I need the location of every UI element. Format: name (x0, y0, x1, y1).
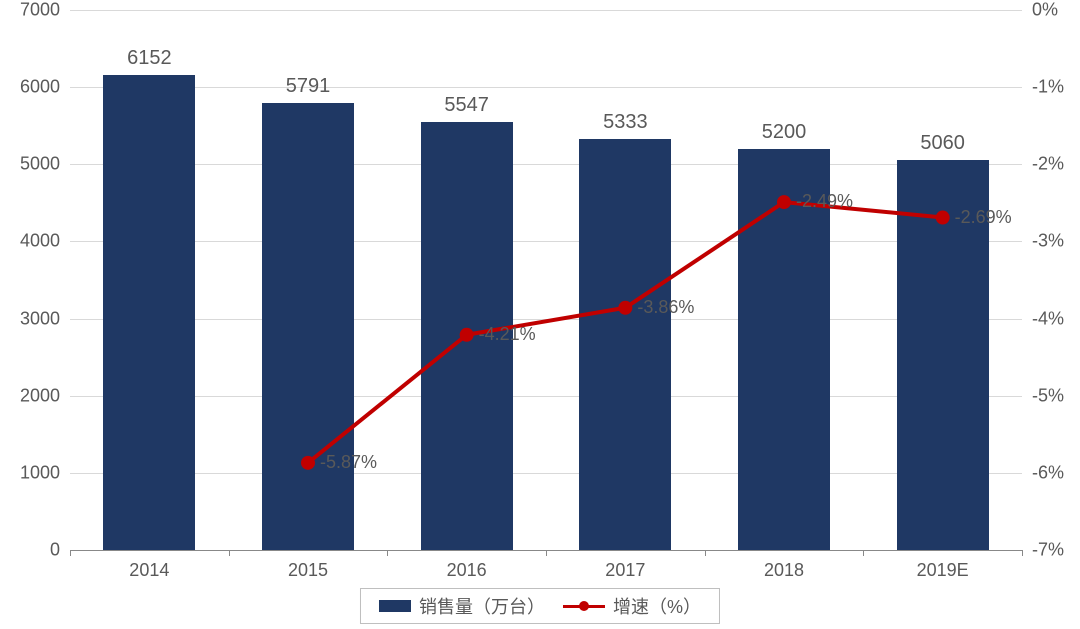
line-value-label: -5.87% (320, 452, 377, 473)
grid-line (70, 319, 1022, 320)
x-tick (229, 550, 230, 556)
line-value-label: -4.21% (479, 324, 536, 345)
bar-value-label: 5333 (603, 111, 648, 134)
bar-value-label: 5200 (762, 121, 807, 144)
x-category-label: 2018 (764, 560, 804, 581)
bar-value-label: 5791 (286, 75, 331, 98)
y-left-tick-label: 0 (10, 540, 60, 561)
bar-value-label: 5547 (444, 94, 489, 117)
bar (579, 139, 671, 550)
sales-chart: 0 1000 2000 3000 4000 5000 6000 7000 -7% -6% -5% -4… (0, 0, 1080, 629)
grid-line (70, 87, 1022, 88)
line-layer (70, 10, 1022, 550)
y-left-tick-label: 4000 (10, 231, 60, 252)
grid-line (70, 164, 1022, 165)
bar (262, 103, 354, 550)
y-left-tick-label: 6000 (10, 77, 60, 98)
line-value-label: -2.49% (796, 191, 853, 212)
x-tick (387, 550, 388, 556)
y-right-tick-label: -1% (1032, 77, 1064, 98)
grid-line (70, 10, 1022, 11)
y-right-tick-label: 0% (1032, 0, 1058, 21)
line-value-label: -2.69% (955, 207, 1012, 228)
x-category-label: 2015 (288, 560, 328, 581)
x-category-label: 2017 (605, 560, 645, 581)
bar-value-label: 5060 (920, 132, 965, 155)
x-category-label: 2016 (447, 560, 487, 581)
y-right-tick-label: -5% (1032, 385, 1064, 406)
y-right-tick-label: -6% (1032, 462, 1064, 483)
legend: 销售量（万台） 增速（%） (360, 588, 720, 624)
y-right-tick-label: -4% (1032, 308, 1064, 329)
grid-line (70, 473, 1022, 474)
legend-bar-swatch (379, 600, 411, 612)
x-category-label: 2019E (917, 560, 969, 581)
legend-line-swatch (563, 600, 605, 612)
legend-item-bars: 销售量（万台） (379, 593, 545, 619)
y-right-tick-label: -2% (1032, 154, 1064, 175)
y-left-tick-label: 3000 (10, 308, 60, 329)
y-left-tick-label: 1000 (10, 462, 60, 483)
y-right-tick-label: -7% (1032, 540, 1064, 561)
legend-line-label: 增速（%） (613, 593, 701, 619)
x-category-label: 2014 (129, 560, 169, 581)
x-tick (705, 550, 706, 556)
grid-line (70, 396, 1022, 397)
plot-area: 01000200030004000500060007000-7%-6%-5%-4… (70, 10, 1022, 550)
bar-value-label: 6152 (127, 47, 172, 70)
y-right-tick-label: -3% (1032, 231, 1064, 252)
x-tick (546, 550, 547, 556)
x-tick (863, 550, 864, 556)
x-tick (70, 550, 71, 556)
grid-line (70, 241, 1022, 242)
line-value-label: -3.86% (637, 297, 694, 318)
x-tick (1022, 550, 1023, 556)
y-left-tick-label: 7000 (10, 0, 60, 21)
legend-item-line: 增速（%） (563, 593, 701, 619)
bar (103, 75, 195, 550)
legend-bar-label: 销售量（万台） (419, 593, 545, 619)
y-left-tick-label: 2000 (10, 385, 60, 406)
y-left-tick-label: 5000 (10, 154, 60, 175)
